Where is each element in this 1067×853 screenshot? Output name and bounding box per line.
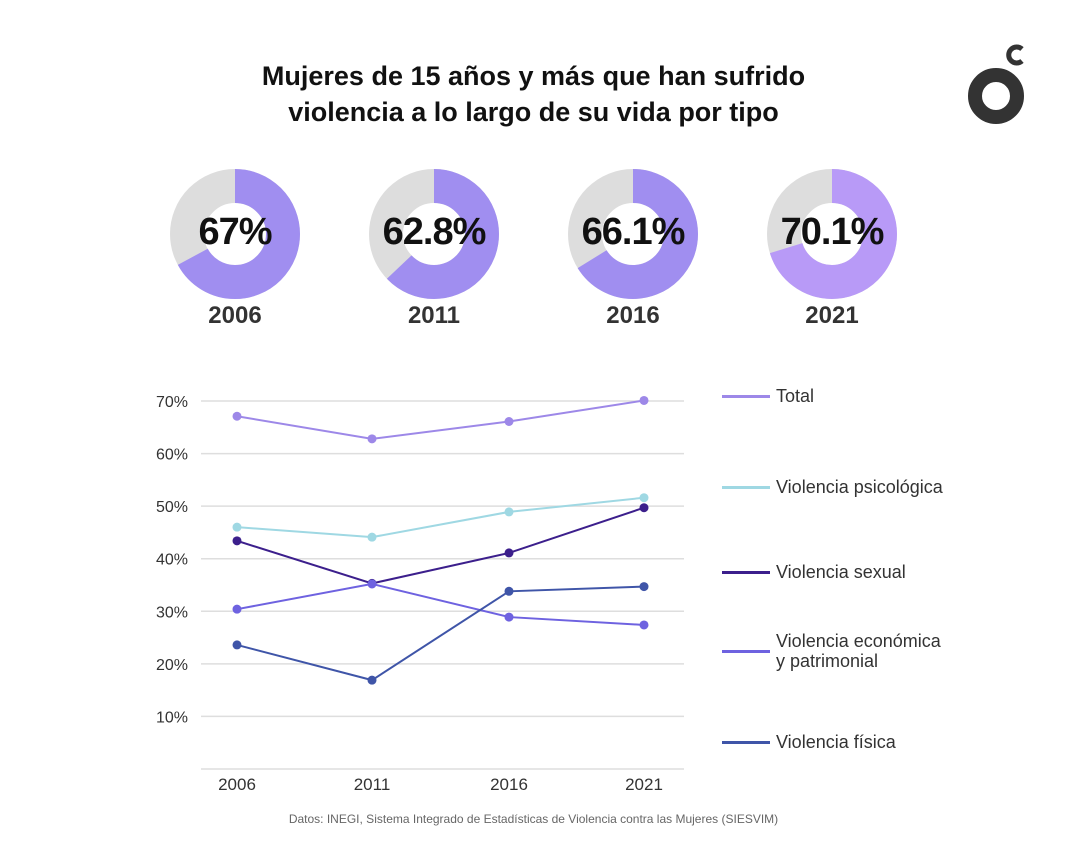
x-tick-label: 2011 [354,775,391,794]
donut-year-label: 2016 [606,302,660,329]
data-point [504,507,514,517]
donut-chart-2011: 62.8% [369,169,499,299]
data-point [639,395,649,405]
donut-value-slice [170,169,300,299]
y-tick-label: 30% [156,604,188,621]
y-tick-label: 10% [156,709,188,726]
y-tick-label: 40% [156,552,188,569]
legend-item: Violencia física [722,732,896,752]
y-tick-label: 50% [156,499,188,516]
brand-logo-icon [966,40,1030,124]
series-line-4 [236,585,645,682]
donut-value-slice [767,169,897,299]
data-point [639,503,649,513]
series-line-2 [236,506,645,585]
legend-item: Total [722,386,814,406]
y-tick-label: 20% [156,657,188,674]
legend-label: Violencia física [776,732,896,752]
chart-title-line-2: violencia a lo largo de su vida por tipo [288,97,779,127]
data-point [232,536,242,546]
data-point [639,620,649,630]
chart-title-line-1: Mujeres de 15 años y más que han sufrido [261,61,806,91]
data-point [232,411,242,421]
donut-year-label: 2011 [407,302,461,329]
donut-chart-2021: 70.1% [767,169,897,299]
data-point [232,640,242,650]
data-point [639,582,649,592]
legend-label: Violencia sexual [776,562,906,582]
data-point [232,604,242,614]
donut-year-label: 2006 [208,302,262,329]
x-tick-label: 2006 [218,775,256,794]
donut-percentage-label: 66.1% [581,211,686,253]
series-line-3 [236,582,645,626]
data-point [639,493,649,503]
donut-chart-2006: 67% [170,169,300,299]
data-point [232,522,242,532]
data-point [504,417,514,427]
legend-label: Violencia psicológica [776,477,943,497]
legend-label: Violencia económica y patrimonial [776,631,941,671]
donut-value-slice [568,169,698,299]
data-point [367,532,377,542]
legend-swatch [722,570,770,574]
legend-item: Violencia económica y patrimonial [722,631,941,671]
source-footnote: Datos: INEGI, Sistema Integrado de Estad… [288,812,779,826]
y-tick-label: 60% [156,447,188,464]
legend-swatch [722,485,770,489]
data-point [504,548,514,558]
data-point [504,612,514,622]
legend-swatch [722,649,770,653]
legend-swatch [722,740,770,744]
donut-percentage-label: 70.1% [780,211,885,253]
x-tick-label: 2021 [625,775,663,794]
data-point [367,434,377,444]
data-point [367,675,377,685]
series-line-0 [236,399,645,440]
series-line-1 [236,496,645,539]
donut-chart-2016: 66.1% [568,169,698,299]
donut-percentage-label: 67% [198,211,272,253]
data-point [367,579,377,589]
donut-value-slice [369,169,499,299]
y-tick-label: 70% [156,394,188,411]
legend-item: Violencia psicológica [722,477,943,497]
chart-title: Mujeres de 15 años y más que han sufrido… [0,58,1067,130]
legend-label: Total [776,386,815,406]
donut-year-label: 2021 [805,302,859,329]
legend-swatch [722,394,770,398]
donut-percentage-label: 62.8% [382,211,487,253]
legend-item: Violencia sexual [722,562,906,582]
data-point [504,586,514,596]
x-tick-label: 2016 [490,775,528,794]
